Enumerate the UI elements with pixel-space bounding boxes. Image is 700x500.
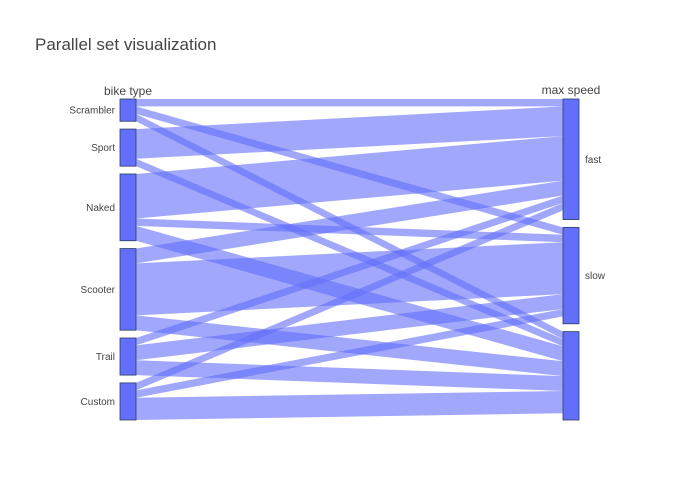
bar-slow [562, 226, 580, 325]
category-label-sport: Sport [91, 143, 115, 154]
bar-custom [119, 382, 137, 421]
ribbon-custom-unlabeled [136, 390, 563, 420]
ribbon-scooter-unlabeled [136, 315, 563, 377]
category-label-naked: Naked [86, 203, 115, 214]
dimension-label-bike-type: bike type [104, 84, 152, 98]
category-bars-layer [119, 98, 580, 421]
ribbon-scrambler-fast [136, 99, 563, 107]
category-label-scrambler: Scrambler [69, 106, 115, 117]
ribbon-scooter-fast [136, 180, 563, 264]
ribbon-custom-fast [136, 202, 563, 391]
category-label-slow: slow [585, 271, 606, 282]
ribbon-scooter-slow [136, 242, 563, 316]
category-label-fast: fast [585, 155, 601, 166]
bar-scooter [119, 248, 137, 331]
ribbon-trail-fast [136, 195, 563, 346]
category-label-scooter: Scooter [81, 285, 116, 296]
ribbon-naked-fast [136, 136, 563, 219]
ribbon-sport-fast [136, 106, 563, 159]
ribbon-trail-unlabeled [136, 360, 563, 391]
ribbon-custom-slow [136, 308, 563, 398]
category-label-custom: Custom [81, 397, 115, 408]
labels-layer: bike type max speed Scrambler Sport Naked Sco… [69, 83, 605, 408]
bar-scrambler [119, 98, 137, 122]
bar-fast [562, 98, 580, 220]
category-label-trail: Trail [96, 352, 115, 363]
ribbons-layer [136, 99, 563, 420]
bar-unlabeled [562, 331, 580, 421]
bar-sport [119, 128, 137, 167]
dimension-label-max-speed: max speed [542, 83, 601, 97]
chart-title: Parallel set visualization [35, 35, 216, 54]
bar-naked [119, 173, 137, 242]
bar-trail [119, 337, 137, 376]
